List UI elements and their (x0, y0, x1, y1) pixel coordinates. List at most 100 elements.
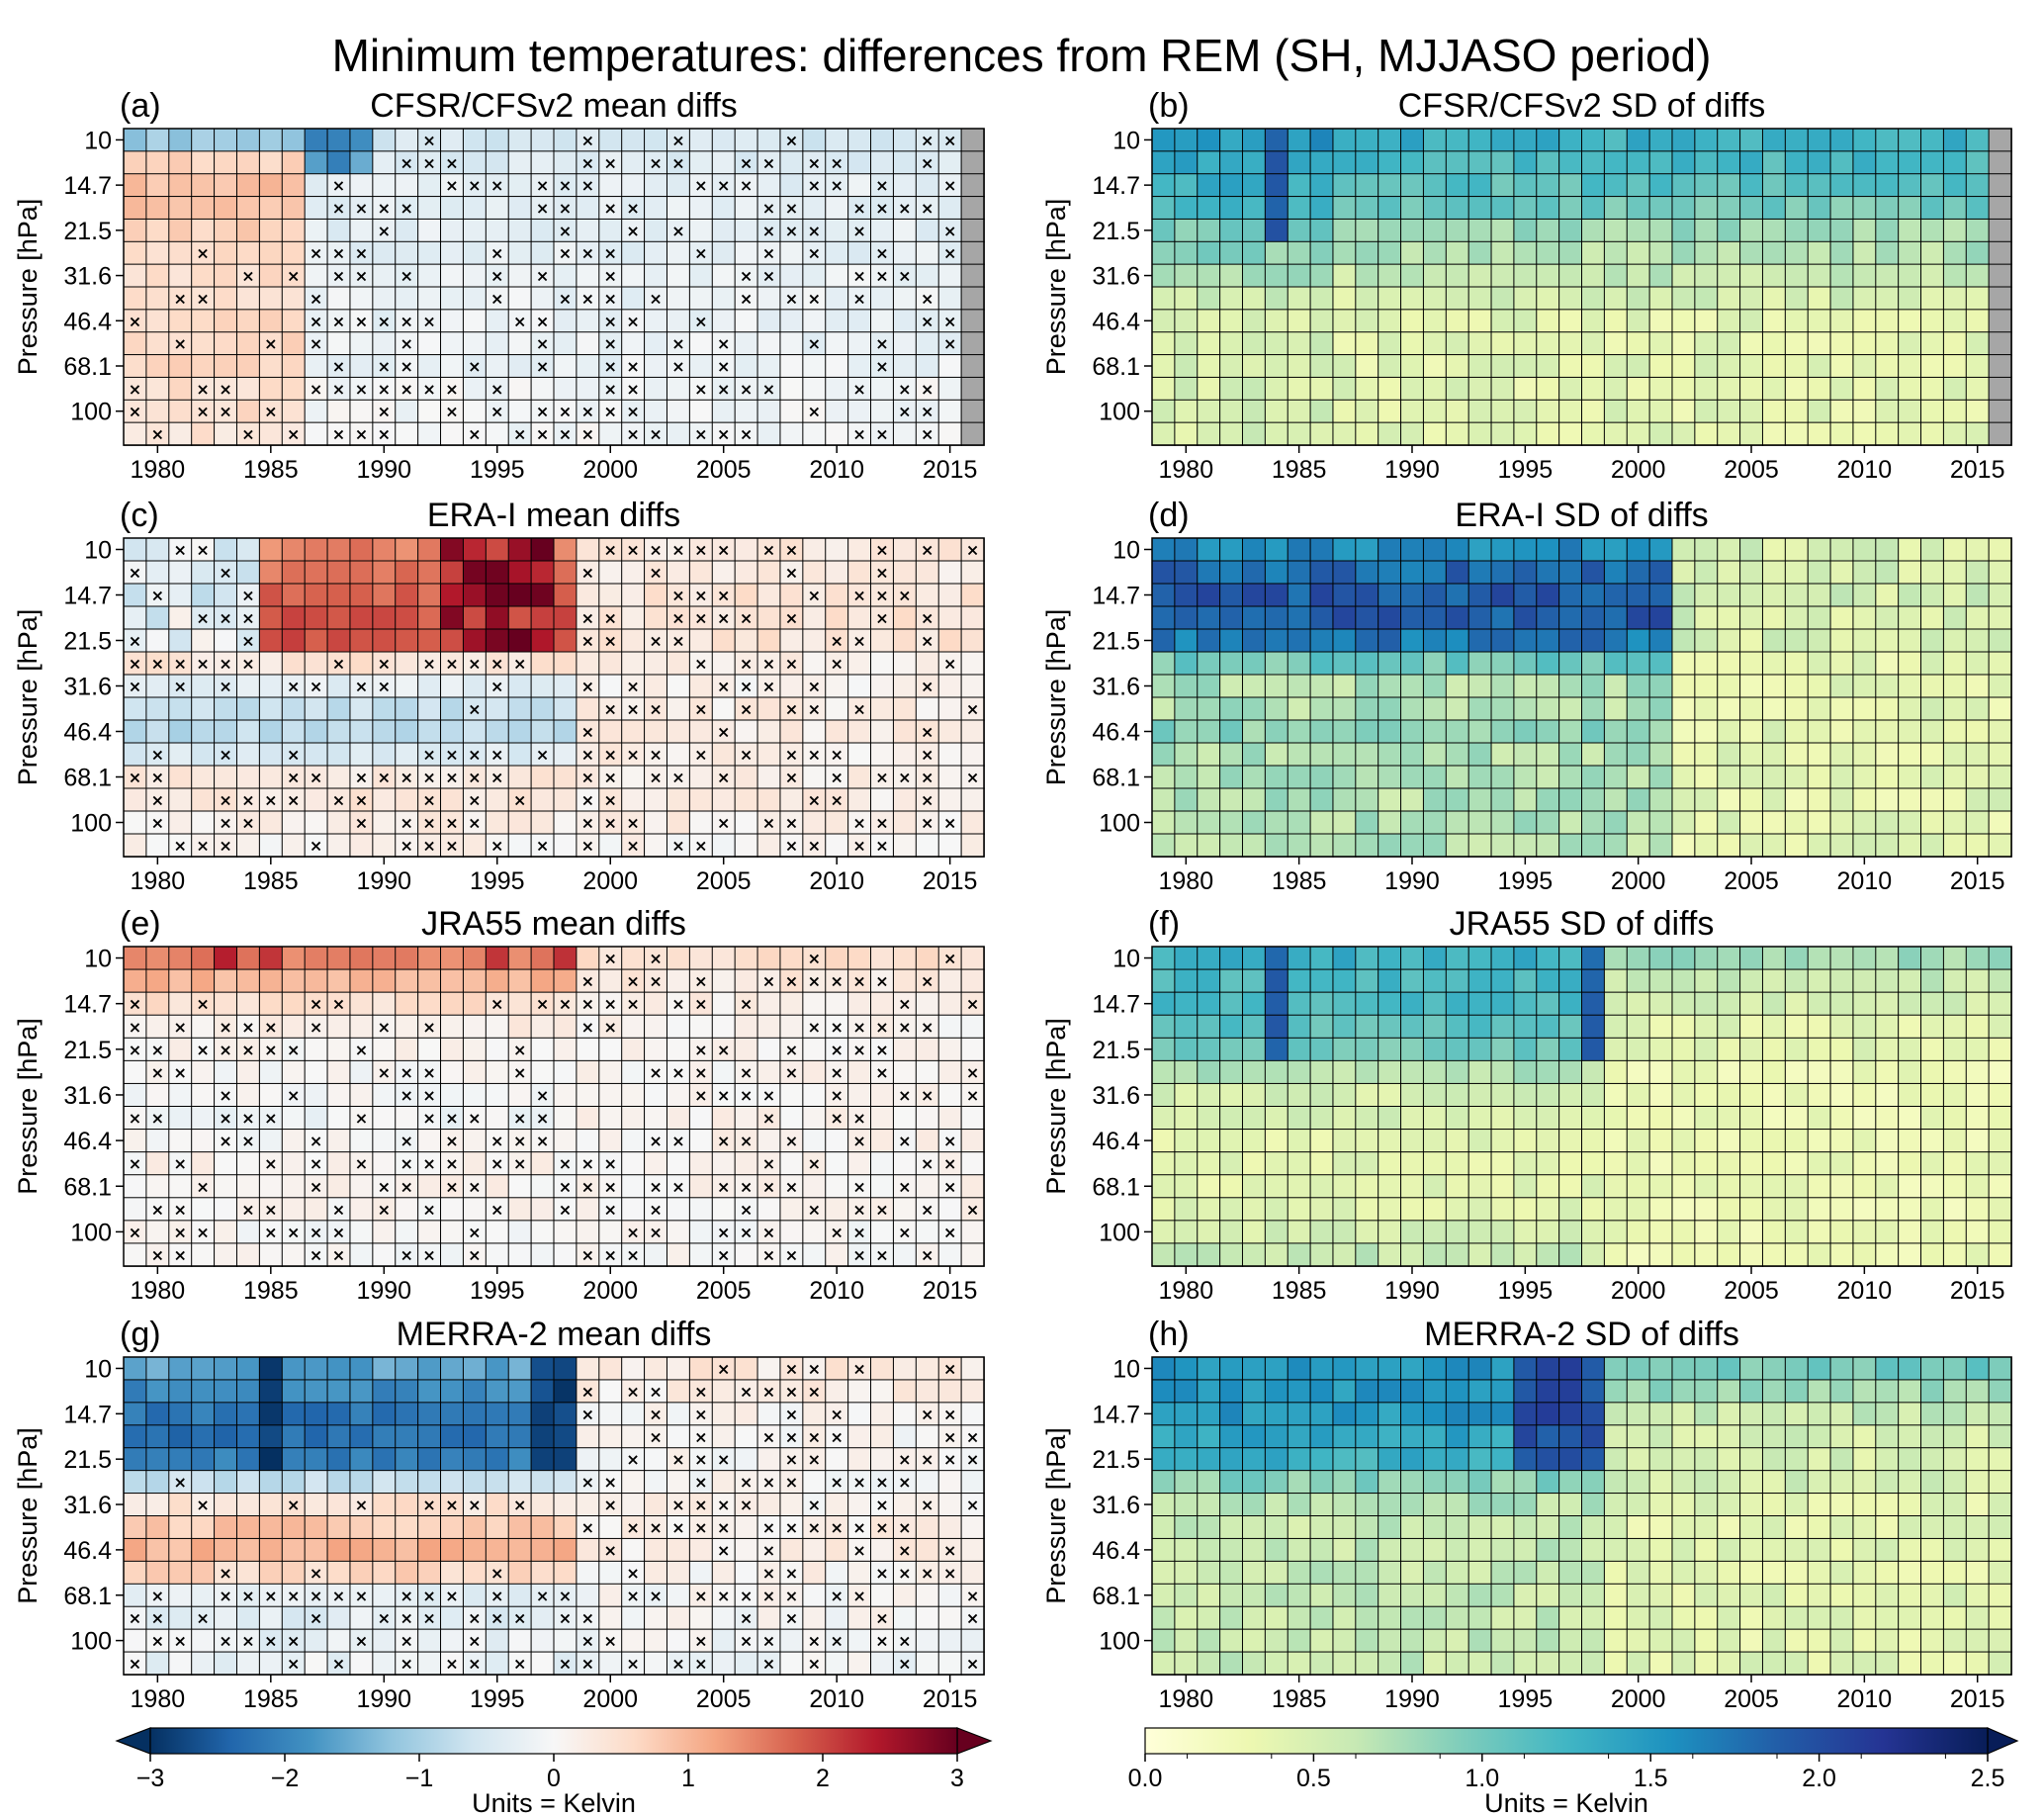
heatmap-cell (1377, 765, 1402, 789)
x-tick-label: 2000 (582, 867, 638, 895)
heatmap-cell (1581, 376, 1606, 402)
heatmap-cell (1151, 1151, 1176, 1176)
heatmap-cell (1717, 1242, 1741, 1267)
heatmap-cell (1355, 1493, 1379, 1517)
heatmap-cell (1445, 1402, 1469, 1426)
heatmap-cell (326, 399, 351, 423)
heatmap-cell (1942, 696, 1968, 721)
significance-cross: × (468, 1496, 481, 1514)
heatmap-cell (530, 765, 555, 789)
heatmap-cell (1807, 1151, 1831, 1176)
heatmap-cell (214, 1402, 238, 1426)
heatmap-cell (1536, 1379, 1560, 1404)
significance-cross: × (219, 1564, 231, 1583)
significance-cross: × (490, 746, 503, 765)
heatmap-cell (598, 1605, 623, 1630)
heatmap-cell (1422, 583, 1448, 607)
heatmap-cell (258, 810, 284, 835)
heatmap-cell (1536, 331, 1560, 356)
significance-cross: × (400, 199, 412, 218)
significance-cross: × (875, 1518, 888, 1537)
significance-cross: × (649, 700, 662, 719)
heatmap-cell (191, 421, 216, 446)
heatmap-cell (1581, 628, 1606, 653)
heatmap-cell (598, 1037, 623, 1062)
heatmap-cell (462, 1560, 488, 1586)
heatmap-cell (1829, 719, 1854, 744)
heatmap-cell (847, 309, 872, 333)
heatmap-cell (1513, 1470, 1538, 1495)
heatmap-cell (756, 560, 781, 585)
heatmap-cell (214, 1174, 238, 1199)
heatmap-cell (1377, 1424, 1402, 1449)
heatmap-cell (1332, 742, 1357, 767)
heatmap-cell (1422, 946, 1448, 970)
heatmap-cell (1174, 1356, 1199, 1381)
heatmap-cell (1694, 1174, 1719, 1199)
heatmap-cell (1513, 1151, 1538, 1176)
heatmap-cell (1965, 605, 1990, 630)
significance-cross: × (490, 267, 503, 286)
heatmap-cell (960, 1151, 985, 1176)
heatmap-cell (711, 1628, 736, 1653)
heatmap-cell (1694, 1493, 1719, 1517)
heatmap-cell (802, 1402, 827, 1426)
heatmap-cell (1467, 560, 1492, 585)
heatmap-cell (1174, 810, 1199, 835)
heatmap-cell (1309, 1037, 1334, 1062)
heatmap-cell (372, 1082, 397, 1108)
heatmap-cell (553, 1014, 578, 1040)
heatmap-cell (1467, 765, 1492, 789)
heatmap-cell (1920, 810, 1945, 835)
x-tick-label: 2015 (923, 1685, 978, 1713)
heatmap-cell (576, 263, 600, 288)
heatmap-cell (258, 1356, 284, 1381)
heatmap-cell (825, 354, 849, 379)
significance-cross: × (536, 1086, 549, 1105)
significance-cross: × (943, 655, 956, 674)
heatmap-cell (1151, 537, 1176, 562)
heatmap-cell (349, 1129, 374, 1153)
heatmap-cell (734, 1651, 758, 1676)
heatmap-cell (598, 674, 623, 698)
heatmap-cell (235, 1356, 261, 1381)
heatmap-cell (598, 1220, 623, 1244)
heatmap-cell (688, 1129, 714, 1153)
heatmap-cell (1219, 1424, 1244, 1449)
panel-letter: (d) (1148, 497, 1190, 534)
heatmap-cell (1151, 1493, 1176, 1517)
significance-cross: × (332, 1655, 345, 1674)
significance-cross: × (852, 814, 865, 833)
significance-cross: × (513, 1109, 526, 1128)
significance-cross: × (445, 176, 458, 195)
heatmap-cell (214, 628, 238, 653)
heatmap-cell (462, 1402, 488, 1426)
heatmap-cell (1422, 787, 1448, 812)
heatmap-cell (349, 651, 374, 676)
heatmap-cell (666, 1379, 691, 1404)
heatmap-cell (598, 1515, 623, 1540)
heatmap-cell (168, 991, 193, 1017)
significance-cross: × (378, 678, 391, 696)
heatmap-cell (1761, 1037, 1787, 1062)
significance-cross: × (898, 380, 911, 399)
heatmap-cell (1898, 263, 1922, 288)
significance-cross: × (943, 176, 956, 195)
heatmap-cell (1920, 605, 1945, 630)
heatmap-cell (688, 1174, 714, 1199)
heatmap-cell (530, 1402, 555, 1426)
heatmap-cell (1467, 1470, 1492, 1495)
heatmap-cell (1445, 583, 1469, 607)
heatmap-cell (462, 1059, 488, 1085)
heatmap-cell (1151, 1129, 1176, 1153)
heatmap-cell (598, 173, 623, 198)
heatmap-cell (1717, 173, 1741, 198)
heatmap-cell (576, 1197, 600, 1222)
heatmap-cell (1694, 399, 1719, 423)
heatmap-cell (1807, 1197, 1831, 1222)
heatmap-cell (1219, 1242, 1244, 1267)
heatmap-cell (1422, 628, 1448, 653)
heatmap-cell (1898, 1129, 1922, 1153)
heatmap-cell (1965, 1220, 1990, 1244)
heatmap-cell (1671, 196, 1696, 221)
